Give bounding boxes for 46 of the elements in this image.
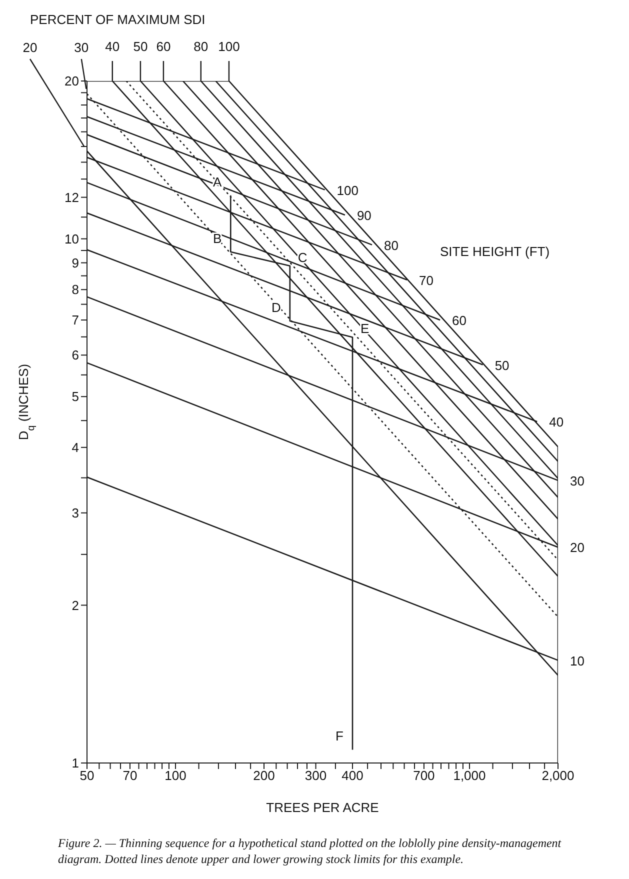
y-tick-label: 5 bbox=[72, 389, 79, 404]
y-tick-label: 10 bbox=[64, 231, 79, 246]
text: 60 bbox=[156, 39, 171, 54]
x-tick-label: 100 bbox=[164, 768, 186, 784]
x-tick-label: 200 bbox=[253, 768, 275, 784]
y-tick-label: 6 bbox=[72, 348, 79, 363]
annotation: B bbox=[212, 230, 222, 246]
x-tick-label: 50 bbox=[80, 768, 94, 784]
annotation: SITE HEIGHT (FT) bbox=[440, 244, 550, 259]
series-label: 70 bbox=[419, 272, 434, 288]
y-tick-label: 1 bbox=[72, 756, 79, 771]
y-tick-label: 12 bbox=[64, 190, 79, 205]
text: 20 bbox=[22, 40, 38, 55]
y-tick-label: 3 bbox=[72, 506, 79, 521]
annotation: D bbox=[272, 300, 281, 315]
text: PERCENT OF MAXIMUM SDI bbox=[30, 12, 206, 27]
y-tick-label: 2 bbox=[72, 598, 79, 613]
y-tick-label: 4 bbox=[72, 440, 79, 456]
y-tick-label: 20 bbox=[64, 74, 79, 89]
series-label: 20 bbox=[570, 540, 584, 556]
text: 80 bbox=[194, 39, 208, 54]
text: 50 bbox=[133, 39, 148, 54]
text: 30 bbox=[74, 40, 89, 55]
y-tick-label: 8 bbox=[72, 282, 79, 298]
series-label: 90 bbox=[356, 208, 372, 224]
annotation: F bbox=[336, 728, 344, 744]
y-tick-label: 9 bbox=[72, 255, 79, 270]
series-label: 50 bbox=[494, 358, 510, 373]
x-tick-label: 700 bbox=[413, 768, 435, 784]
series-label: 100 bbox=[336, 182, 359, 198]
annotation: C bbox=[298, 250, 308, 265]
text: 40 bbox=[105, 39, 120, 54]
x-tick-label: 70 bbox=[122, 768, 138, 784]
series-label: 60 bbox=[452, 313, 467, 328]
caption: Figure 2. — Thinning sequence for a hypothetical stand plotted on the loblolly pine density-management diagram. Dotted lines denote upper and lower growing stock limits for this example. bbox=[58, 836, 562, 868]
x-tick-label: 2,000 bbox=[542, 768, 574, 784]
x-tick-label: 400 bbox=[342, 768, 364, 784]
x-tick-label: 1,000 bbox=[453, 768, 486, 784]
series-label: 80 bbox=[384, 238, 398, 253]
y-tick-label: 7 bbox=[72, 312, 79, 328]
series-label: 30 bbox=[570, 473, 584, 488]
x-axis-title: TREES PER ACRE bbox=[266, 800, 380, 815]
text: 100 bbox=[218, 39, 240, 54]
series-label: 40 bbox=[549, 414, 564, 430]
series-label: 10 bbox=[570, 653, 584, 668]
x-tick-label: 300 bbox=[304, 768, 327, 784]
